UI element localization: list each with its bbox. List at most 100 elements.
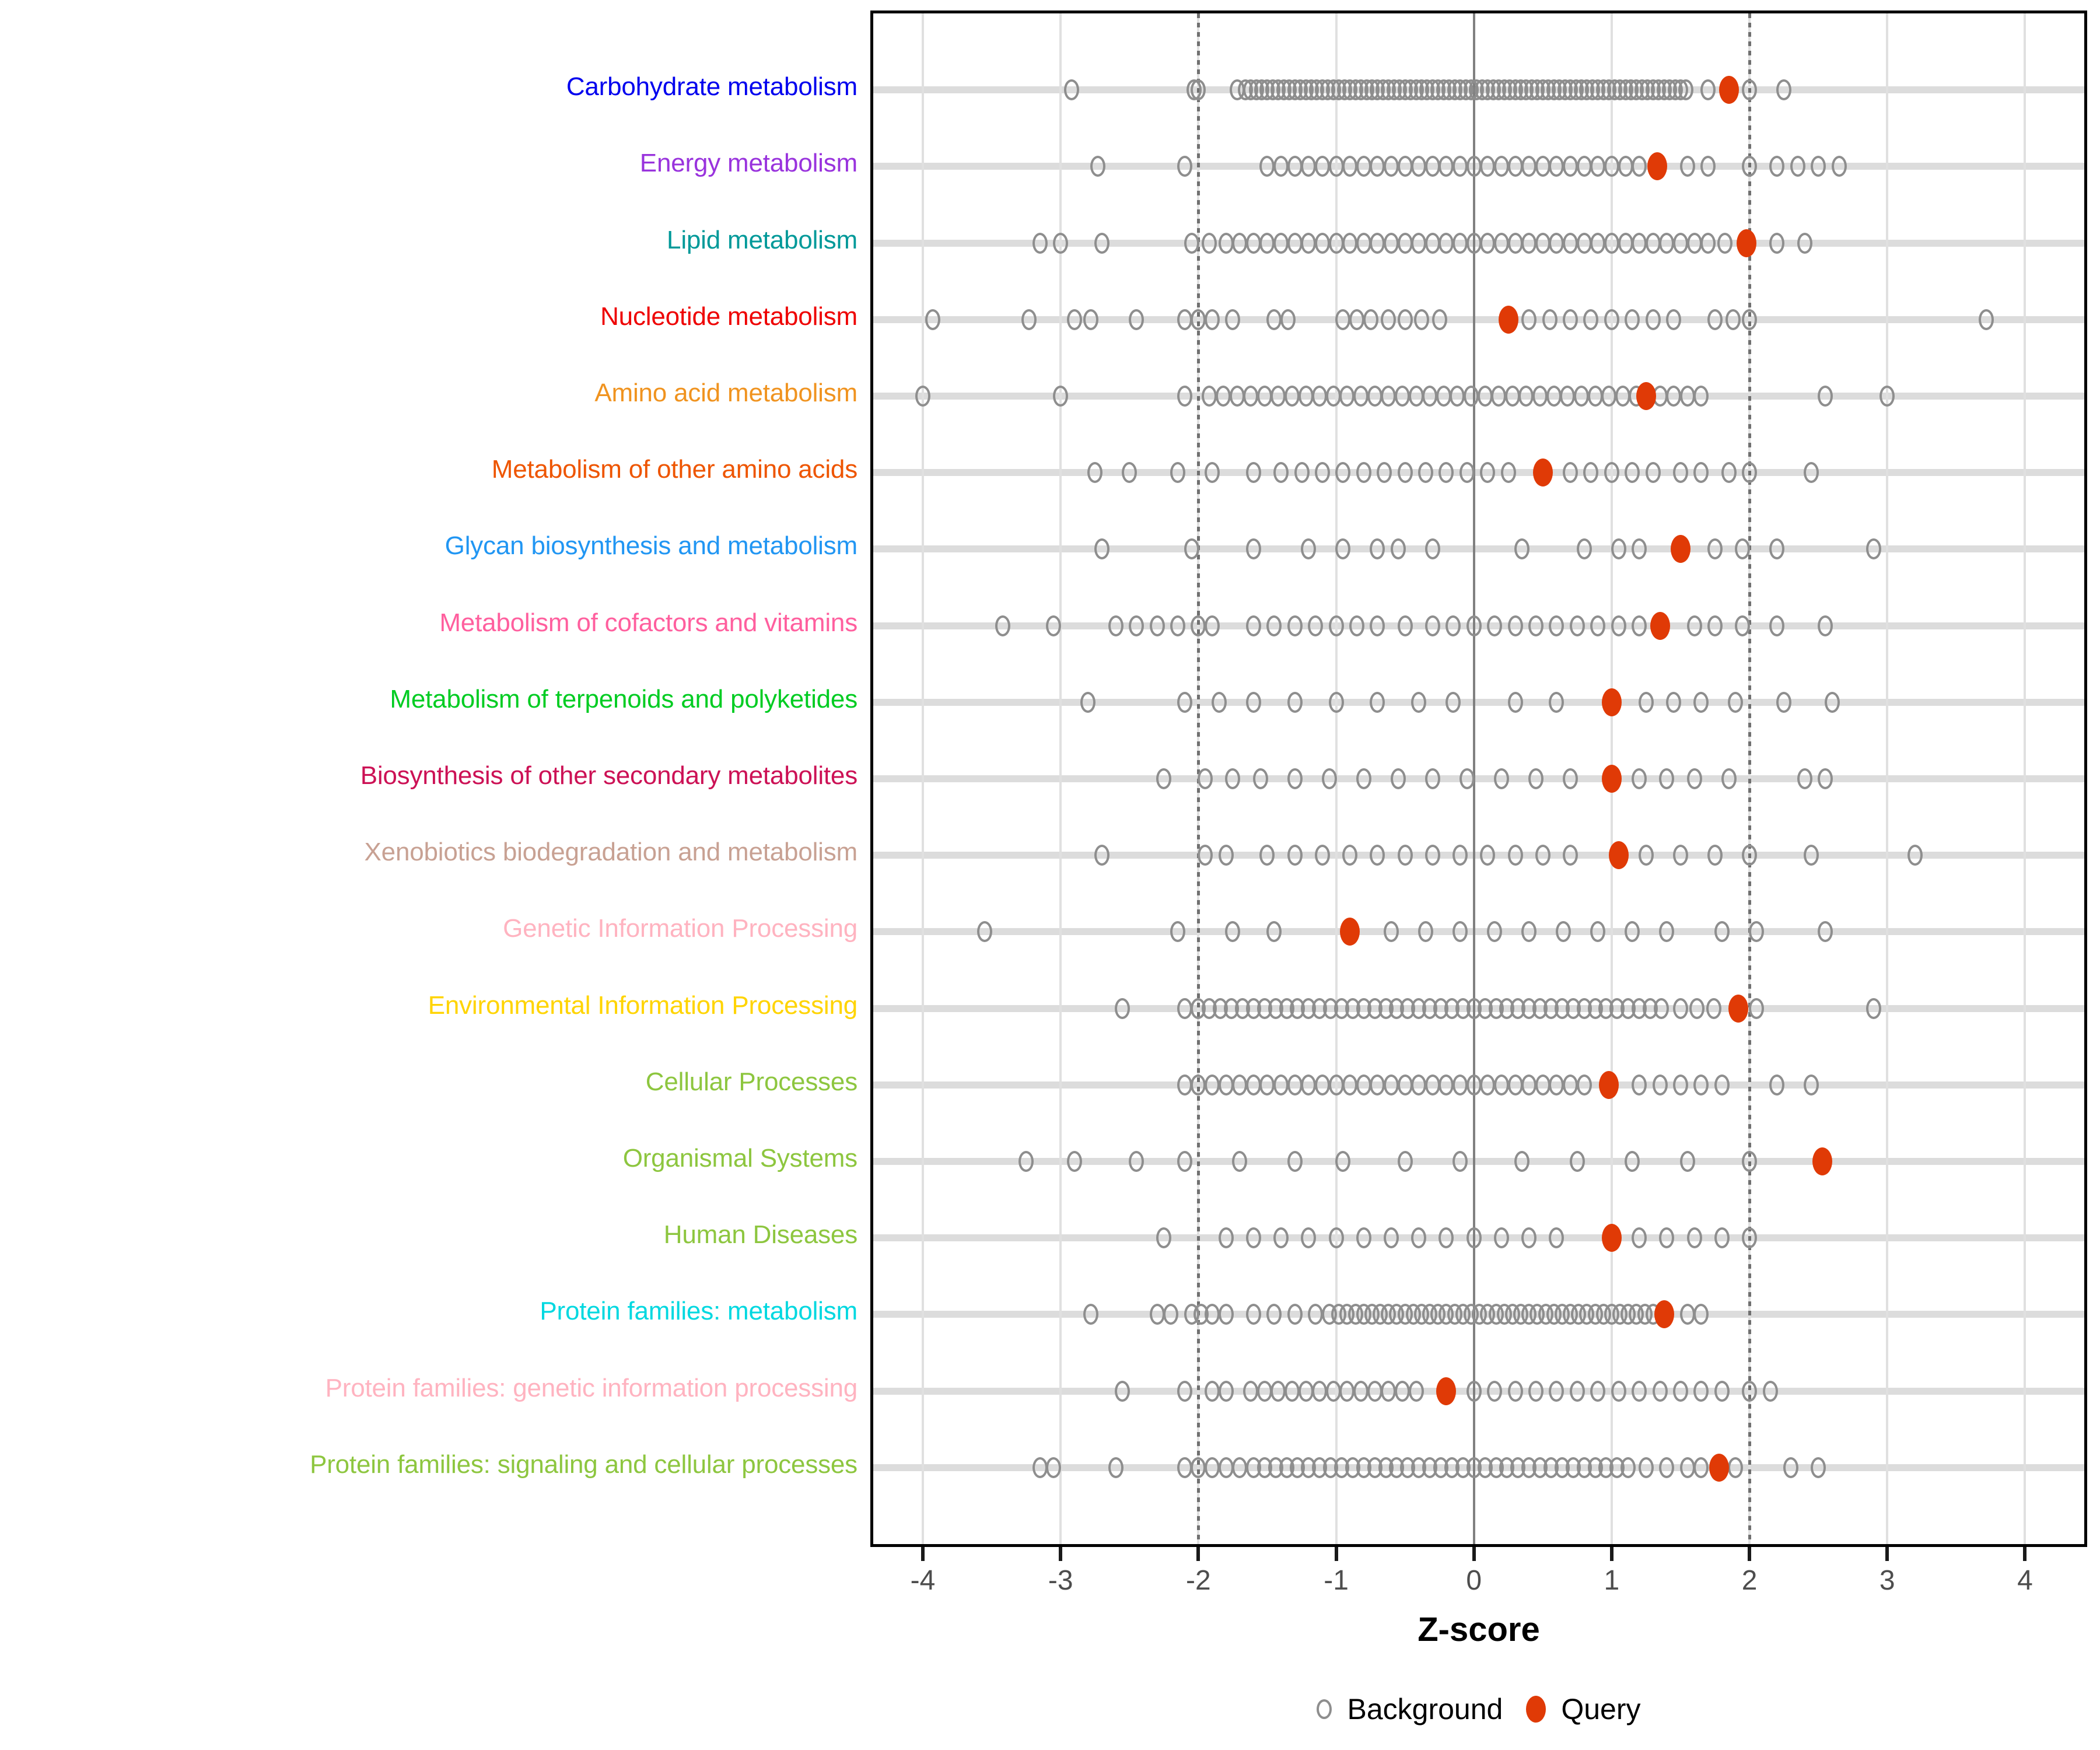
background-point: [1452, 845, 1468, 866]
background-point: [1080, 691, 1096, 713]
background-point: [1466, 232, 1482, 254]
row-gridline: [873, 852, 2084, 859]
background-point: [1604, 232, 1619, 254]
background-point: [1493, 768, 1509, 789]
x-axis-tick-label: 0: [1466, 1565, 1482, 1596]
background-point: [1769, 232, 1785, 254]
background-point: [1576, 538, 1592, 560]
y-axis-label: Lipid metabolism: [667, 225, 858, 254]
background-point: [1728, 691, 1744, 713]
background-point: [1083, 1304, 1099, 1325]
query-point: [1636, 382, 1656, 410]
background-point: [1632, 1380, 1647, 1402]
background-point: [1507, 1074, 1523, 1096]
background-point: [1384, 232, 1399, 254]
background-point: [1742, 79, 1758, 101]
x-axis-tick: [2023, 1547, 2027, 1561]
background-point: [1769, 615, 1785, 636]
background-point: [1769, 1074, 1785, 1096]
background-point: [1408, 386, 1424, 407]
row-gridline: [873, 1158, 2084, 1165]
background-point: [1211, 691, 1227, 713]
background-point: [1225, 921, 1241, 943]
background-point: [1397, 1151, 1413, 1172]
background-point: [1066, 309, 1082, 330]
background-point: [1824, 691, 1840, 713]
background-point: [1493, 156, 1509, 177]
background-point: [1397, 232, 1413, 254]
background-point: [1273, 462, 1289, 484]
background-point: [1464, 386, 1479, 407]
background-point: [1204, 309, 1220, 330]
background-point: [1245, 1074, 1261, 1096]
background-point: [1053, 232, 1069, 254]
background-point: [1535, 156, 1550, 177]
background-point: [1625, 309, 1640, 330]
background-point: [1424, 615, 1440, 636]
background-point: [1783, 1457, 1798, 1478]
background-point: [915, 386, 931, 407]
background-point: [1528, 768, 1544, 789]
background-point: [1549, 1380, 1564, 1402]
background-point: [1356, 232, 1371, 254]
y-axis-label: Metabolism of cofactors and vitamins: [439, 608, 858, 637]
background-point: [1769, 538, 1785, 560]
x-axis-tick: [1334, 1547, 1338, 1561]
background-point: [1177, 386, 1192, 407]
background-point: [1381, 309, 1396, 330]
background-point: [1335, 462, 1351, 484]
background-point: [1487, 615, 1503, 636]
background-point: [1438, 1227, 1454, 1249]
background-point: [1480, 232, 1496, 254]
background-point: [1191, 615, 1206, 636]
background-point: [1659, 768, 1675, 789]
background-point: [1411, 1227, 1427, 1249]
background-point: [1418, 921, 1434, 943]
background-point: [1466, 615, 1482, 636]
background-point: [1549, 615, 1564, 636]
background-point: [1339, 1380, 1355, 1402]
background-point: [1243, 386, 1259, 407]
row-gridline: [873, 316, 2084, 323]
background-point: [1177, 309, 1192, 330]
background-point: [1542, 309, 1558, 330]
background-point: [1314, 845, 1330, 866]
background-point: [1259, 845, 1275, 866]
background-point: [1480, 156, 1496, 177]
x-axis-tick: [1059, 1547, 1063, 1561]
background-point: [1452, 232, 1468, 254]
background-point: [1518, 386, 1534, 407]
background-point: [1811, 1457, 1826, 1478]
background-point: [1714, 1074, 1730, 1096]
background-point: [1459, 768, 1475, 789]
y-axis-label: Biosynthesis of other secondary metaboli…: [360, 761, 858, 790]
background-point: [1573, 386, 1589, 407]
background-point: [1563, 768, 1578, 789]
background-point: [1604, 309, 1619, 330]
background-point: [1645, 309, 1661, 330]
background-point: [1087, 462, 1103, 484]
background-point: [1312, 386, 1328, 407]
background-point: [1232, 1074, 1248, 1096]
background-point: [1411, 1074, 1427, 1096]
background-point: [1284, 386, 1300, 407]
background-point: [1256, 1380, 1272, 1402]
background-point: [1339, 386, 1355, 407]
background-point: [1569, 1151, 1585, 1172]
background-point: [1706, 998, 1721, 1019]
background-point: [1466, 156, 1482, 177]
background-point: [1411, 232, 1427, 254]
background-point: [1390, 538, 1406, 560]
background-point: [1266, 1304, 1282, 1325]
background-point: [1314, 1074, 1330, 1096]
row-gridline: [873, 545, 2084, 553]
background-point: [1742, 1151, 1758, 1172]
query-point: [1737, 229, 1757, 257]
background-point: [1590, 1380, 1606, 1402]
y-axis-label: Amino acid metabolism: [594, 379, 858, 407]
background-point: [1301, 1227, 1317, 1249]
background-point: [1797, 232, 1812, 254]
background-point: [1436, 386, 1451, 407]
background-point: [1232, 1457, 1248, 1478]
